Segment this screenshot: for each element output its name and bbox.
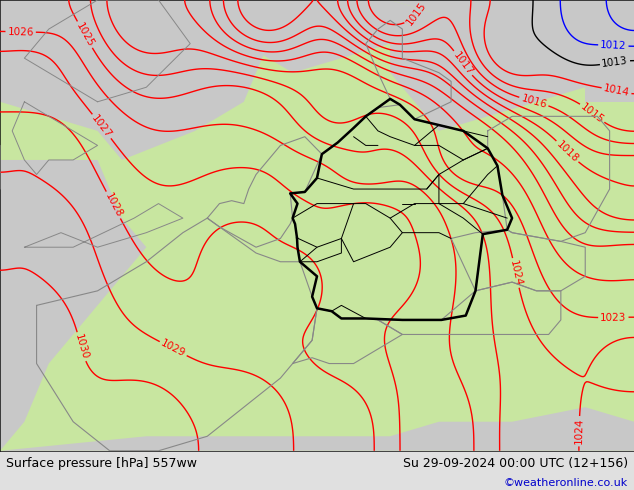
Text: 1017: 1017 bbox=[451, 50, 475, 77]
Text: 1013: 1013 bbox=[601, 55, 629, 69]
Polygon shape bbox=[0, 160, 146, 451]
Text: 1030: 1030 bbox=[73, 333, 89, 361]
Text: ©weatheronline.co.uk: ©weatheronline.co.uk bbox=[503, 478, 628, 488]
Text: 1015: 1015 bbox=[404, 0, 428, 27]
Text: 1023: 1023 bbox=[600, 312, 626, 322]
Text: 1026: 1026 bbox=[8, 26, 34, 37]
Text: 1024: 1024 bbox=[508, 259, 524, 287]
Polygon shape bbox=[0, 407, 634, 451]
Polygon shape bbox=[585, 0, 634, 102]
Text: 1016: 1016 bbox=[520, 93, 548, 110]
Text: 1012: 1012 bbox=[600, 40, 627, 51]
Text: 1028: 1028 bbox=[103, 191, 124, 219]
Text: 1018: 1018 bbox=[554, 139, 580, 164]
Text: 1014: 1014 bbox=[602, 83, 630, 98]
Text: 1025: 1025 bbox=[74, 21, 96, 49]
Text: 1027: 1027 bbox=[89, 113, 113, 140]
Polygon shape bbox=[219, 0, 439, 73]
Text: Surface pressure [hPa] 557ww: Surface pressure [hPa] 557ww bbox=[6, 457, 197, 469]
Polygon shape bbox=[0, 0, 268, 160]
Text: 1029: 1029 bbox=[159, 338, 187, 359]
Text: 1024: 1024 bbox=[574, 418, 585, 444]
Text: Su 29-09-2024 00:00 UTC (12+156): Su 29-09-2024 00:00 UTC (12+156) bbox=[403, 457, 628, 469]
Text: 1015: 1015 bbox=[579, 101, 606, 125]
Polygon shape bbox=[390, 0, 634, 131]
